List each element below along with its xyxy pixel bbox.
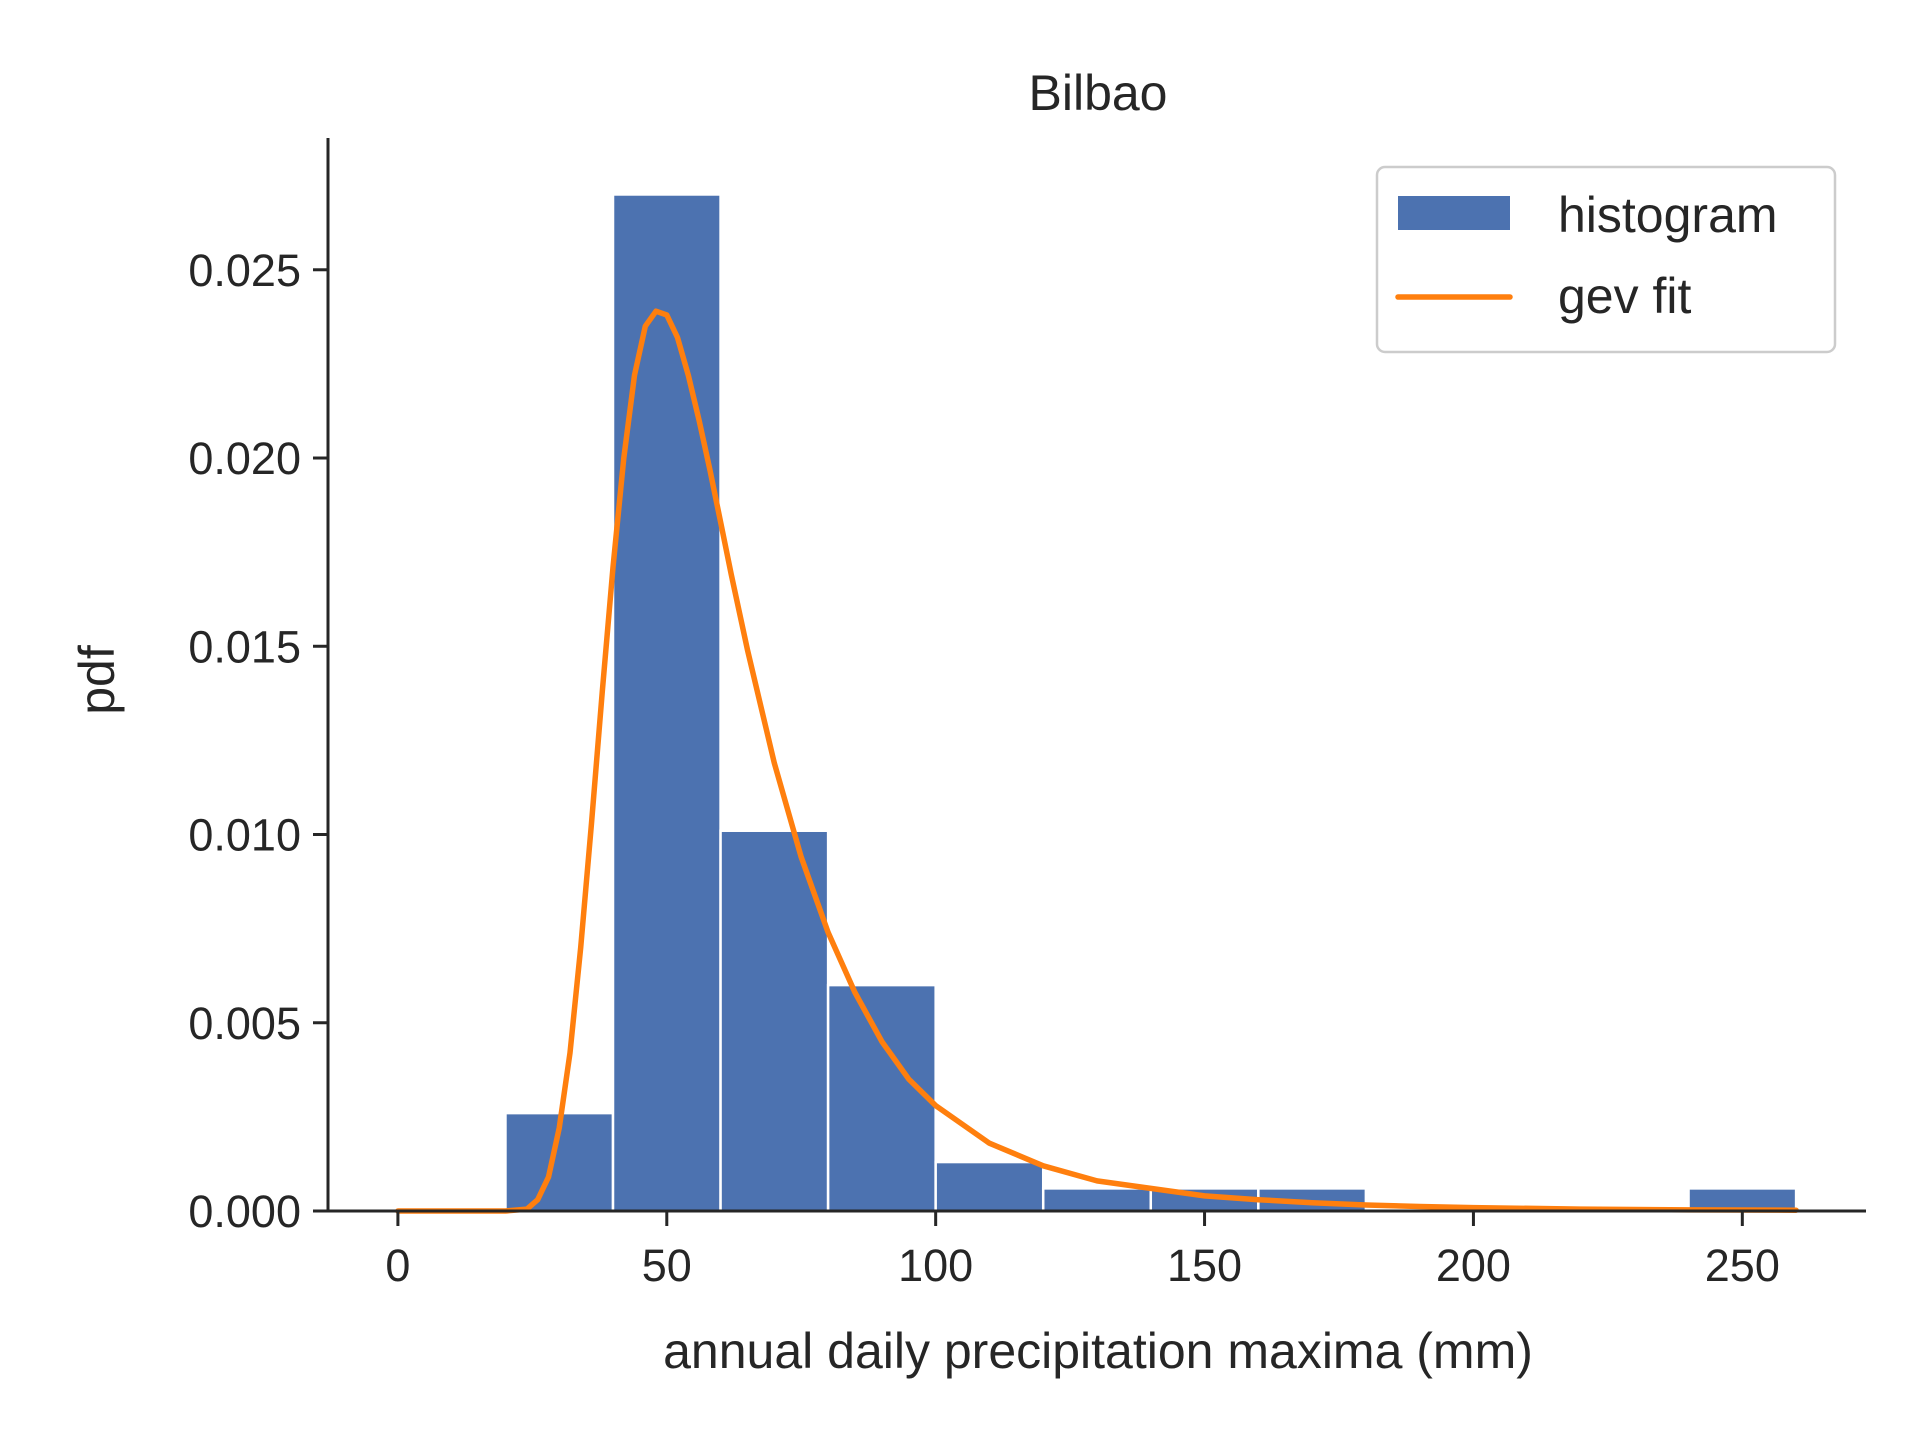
legend: histogram gev fit [1375, 165, 1837, 354]
y-tick-label: 0.025 [188, 245, 301, 296]
axes [326, 138, 1866, 1213]
y-tick-label: 0.020 [188, 433, 301, 484]
y-tick-label: 0.005 [188, 998, 301, 1049]
x-axis-label: annual daily precipitation maxima (mm) [663, 1323, 1533, 1379]
x-tick-label: 0 [385, 1240, 410, 1291]
x-tick-label: 150 [1167, 1240, 1242, 1291]
y-axis-ticks: 0.000 0.005 0.010 0.015 0.020 0.025 [188, 245, 328, 1237]
y-axis-label: pdf [69, 645, 125, 715]
histogram-bar-4 [934, 1160, 1045, 1213]
legend-swatch-histogram [1398, 196, 1510, 230]
gev-fit-curve [395, 308, 1799, 1214]
histogram-bars [504, 193, 1798, 1213]
y-tick-label: 0.000 [188, 1186, 301, 1237]
x-tick-label: 200 [1436, 1240, 1511, 1291]
histogram-bar-1 [611, 193, 722, 1213]
histogram-bar-2 [719, 829, 830, 1213]
x-tick-label: 250 [1705, 1240, 1780, 1291]
gev-fit-line [395, 308, 1799, 1214]
x-axis-ticks: 0 50 100 150 200 250 [385, 1211, 1780, 1291]
legend-label-gev-fit: gev fit [1558, 268, 1692, 324]
histogram-bar-3 [826, 983, 937, 1213]
legend-label-histogram: histogram [1558, 187, 1778, 243]
y-tick-label: 0.010 [188, 810, 301, 861]
x-tick-label: 50 [642, 1240, 692, 1291]
chart-title: Bilbao [1029, 65, 1168, 121]
histogram-bar-5 [1041, 1187, 1153, 1213]
y-tick-label: 0.015 [188, 621, 301, 672]
x-tick-label: 100 [898, 1240, 973, 1291]
